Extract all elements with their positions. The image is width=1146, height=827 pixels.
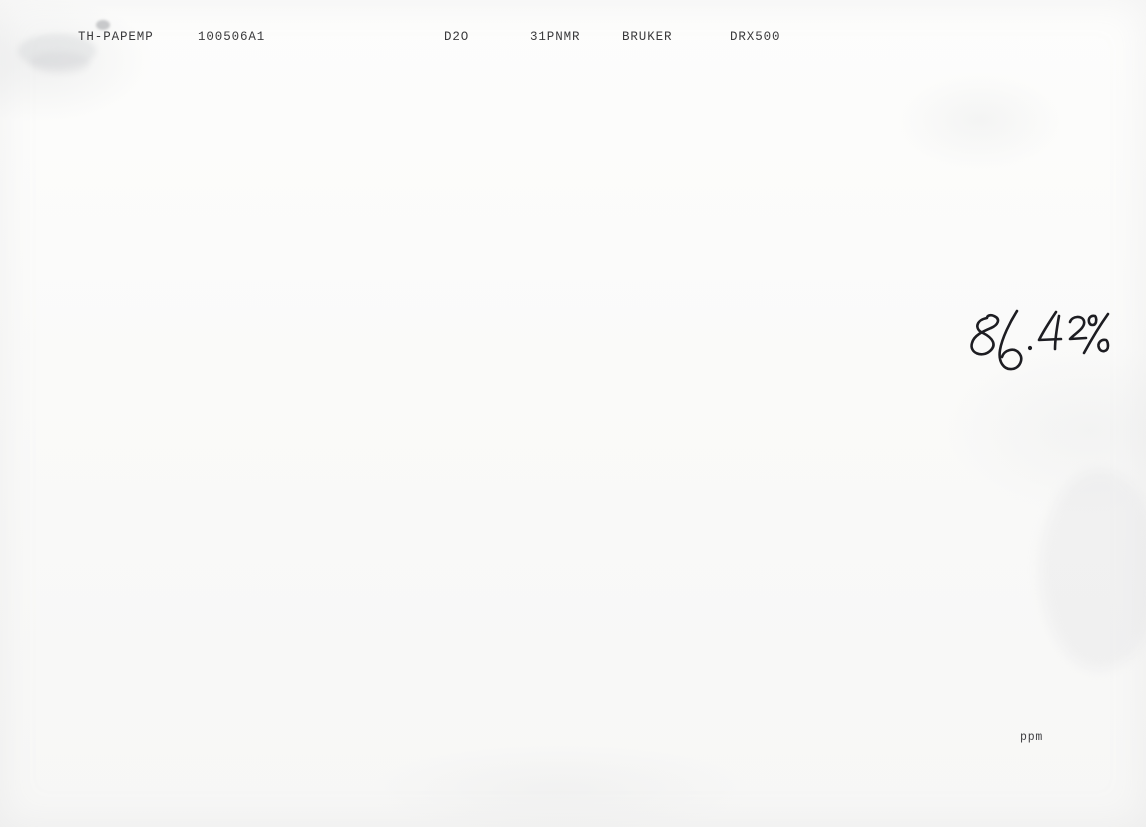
header-experiment-id: 100506A1 <box>198 30 266 44</box>
spectrum-header: TH-PAPEMP 100506A1 D2O 31PNMR BRUKER DRX… <box>0 30 1146 52</box>
header-solvent: D2O <box>444 30 470 44</box>
ppm-axis: ppm <box>0 718 1146 758</box>
header-sample-code: TH-PAPEMP <box>78 30 154 44</box>
header-experiment: 31PNMR <box>530 30 581 44</box>
header-instrument: DRX500 <box>730 30 781 44</box>
axis-unit-label: ppm <box>1020 731 1044 744</box>
header-manufacturer: BRUKER <box>622 30 673 44</box>
